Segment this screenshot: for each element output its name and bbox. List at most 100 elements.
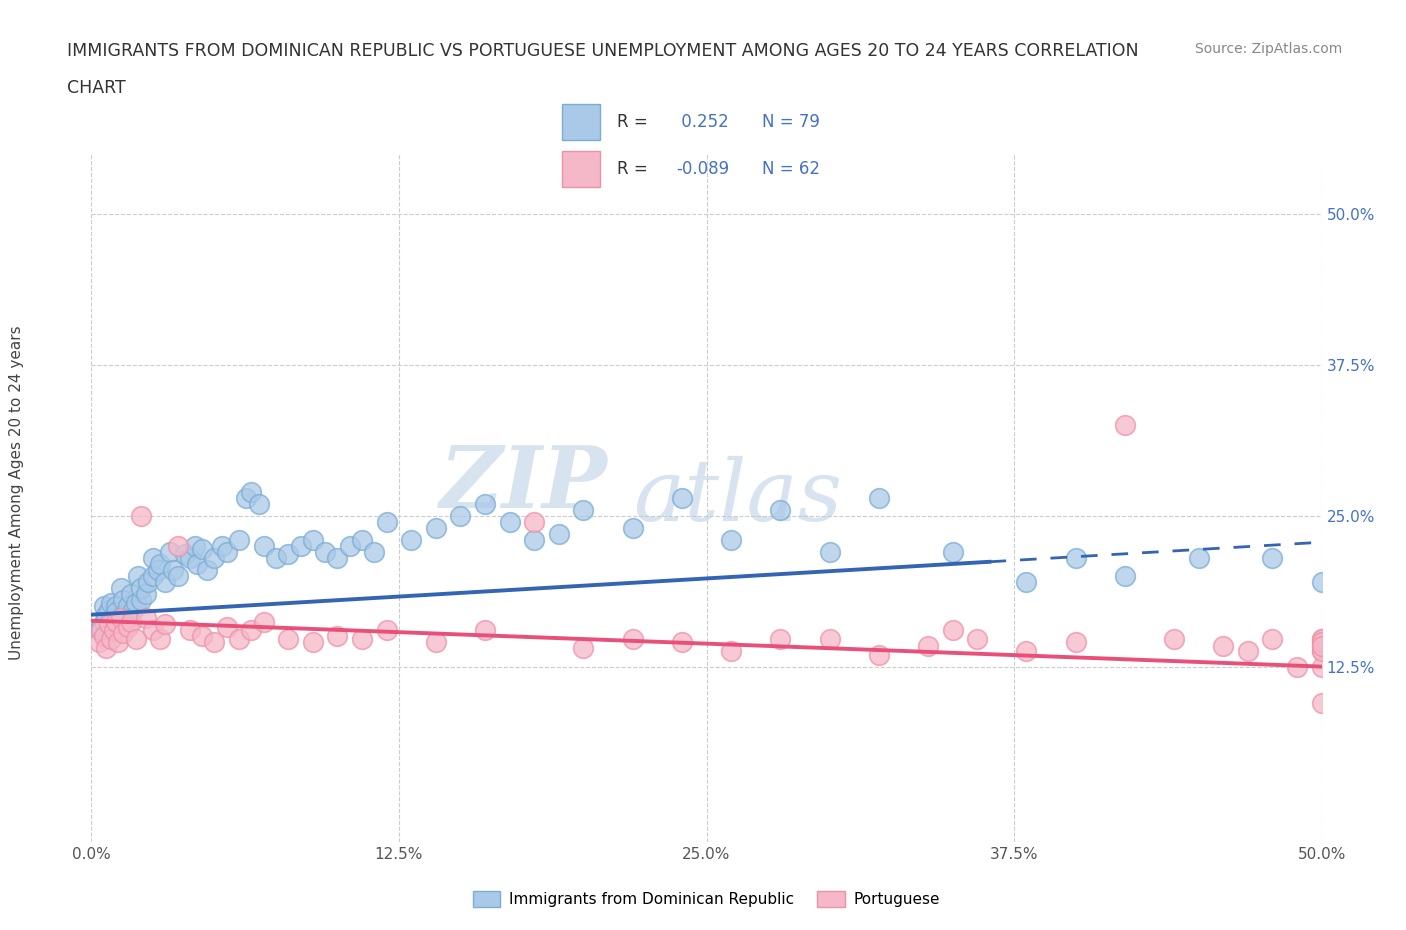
- Point: [1261, 551, 1284, 565]
- Point: [572, 502, 595, 517]
- Point: [671, 490, 693, 505]
- Point: [1187, 551, 1209, 565]
- Point: [135, 587, 156, 602]
- Point: [868, 490, 890, 505]
- Point: [240, 623, 263, 638]
- Point: [135, 611, 156, 626]
- Point: [621, 631, 644, 646]
- Point: [671, 635, 693, 650]
- Point: [301, 532, 323, 547]
- Point: [93, 599, 115, 614]
- Text: CHART: CHART: [67, 79, 127, 97]
- Point: [124, 631, 146, 646]
- Point: [720, 644, 742, 658]
- Text: R =: R =: [617, 160, 648, 178]
- Point: [247, 496, 270, 511]
- Point: [474, 496, 496, 511]
- Point: [117, 599, 139, 614]
- Point: [290, 538, 312, 553]
- Point: [1285, 659, 1308, 674]
- Point: [547, 526, 569, 541]
- Point: [112, 607, 135, 622]
- Point: [162, 563, 184, 578]
- Point: [191, 629, 214, 644]
- FancyBboxPatch shape: [562, 104, 600, 140]
- Point: [352, 631, 374, 646]
- Point: [159, 544, 181, 559]
- Point: [352, 532, 374, 547]
- Point: [129, 508, 152, 523]
- Point: [100, 617, 122, 631]
- Point: [122, 603, 145, 618]
- Point: [228, 532, 250, 547]
- Point: [277, 547, 299, 562]
- Point: [326, 629, 349, 644]
- Point: [153, 617, 177, 631]
- Point: [142, 551, 165, 565]
- Point: [1064, 635, 1087, 650]
- Point: [301, 635, 323, 650]
- Point: [174, 547, 197, 562]
- Point: [149, 631, 172, 646]
- Point: [166, 568, 188, 583]
- Point: [149, 556, 172, 571]
- Point: [186, 556, 208, 571]
- Text: Unemployment Among Ages 20 to 24 years: Unemployment Among Ages 20 to 24 years: [10, 326, 24, 660]
- Point: [1237, 644, 1260, 658]
- Point: [1310, 644, 1333, 658]
- Point: [1064, 551, 1087, 565]
- Point: [117, 611, 139, 626]
- Point: [202, 635, 225, 650]
- FancyBboxPatch shape: [562, 151, 600, 187]
- Point: [103, 623, 125, 638]
- Point: [399, 532, 422, 547]
- Point: [1310, 639, 1333, 654]
- Point: [498, 514, 520, 529]
- Point: [818, 544, 841, 559]
- Point: [90, 619, 112, 634]
- Point: [146, 563, 169, 578]
- Point: [96, 607, 117, 622]
- Point: [183, 538, 207, 553]
- Point: [363, 544, 385, 559]
- Point: [449, 508, 471, 523]
- Point: [941, 544, 963, 559]
- Point: [103, 611, 125, 626]
- Point: [941, 623, 963, 638]
- Point: [1310, 644, 1333, 658]
- Text: IMMIGRANTS FROM DOMINICAN REPUBLIC VS PORTUGUESE UNEMPLOYMENT AMONG AGES 20 TO 2: IMMIGRANTS FROM DOMINICAN REPUBLIC VS PO…: [67, 42, 1139, 60]
- Point: [112, 592, 135, 607]
- Point: [105, 615, 127, 630]
- Point: [100, 631, 122, 646]
- Point: [917, 639, 939, 654]
- Point: [97, 617, 120, 631]
- Point: [142, 568, 165, 583]
- Point: [1114, 568, 1136, 583]
- Text: N = 62: N = 62: [762, 160, 820, 178]
- Point: [110, 580, 132, 595]
- Point: [93, 615, 115, 630]
- Point: [179, 551, 201, 565]
- Point: [339, 538, 361, 553]
- Text: -0.089: -0.089: [676, 160, 728, 178]
- Point: [375, 514, 398, 529]
- Point: [769, 631, 792, 646]
- Point: [572, 641, 595, 656]
- Text: Source: ZipAtlas.com: Source: ZipAtlas.com: [1195, 42, 1343, 56]
- Point: [97, 603, 120, 618]
- Point: [1310, 696, 1333, 711]
- Text: atlas: atlas: [633, 457, 842, 538]
- Point: [1310, 575, 1333, 590]
- Point: [425, 635, 447, 650]
- Point: [117, 619, 139, 634]
- Point: [1212, 639, 1234, 654]
- Legend: Immigrants from Dominican Republic, Portuguese: Immigrants from Dominican Republic, Port…: [467, 885, 946, 913]
- Point: [277, 631, 299, 646]
- Point: [1163, 631, 1185, 646]
- Point: [105, 604, 127, 619]
- Point: [621, 520, 644, 535]
- Point: [215, 619, 238, 634]
- Point: [425, 520, 447, 535]
- Text: R =: R =: [617, 113, 648, 131]
- Point: [124, 595, 146, 610]
